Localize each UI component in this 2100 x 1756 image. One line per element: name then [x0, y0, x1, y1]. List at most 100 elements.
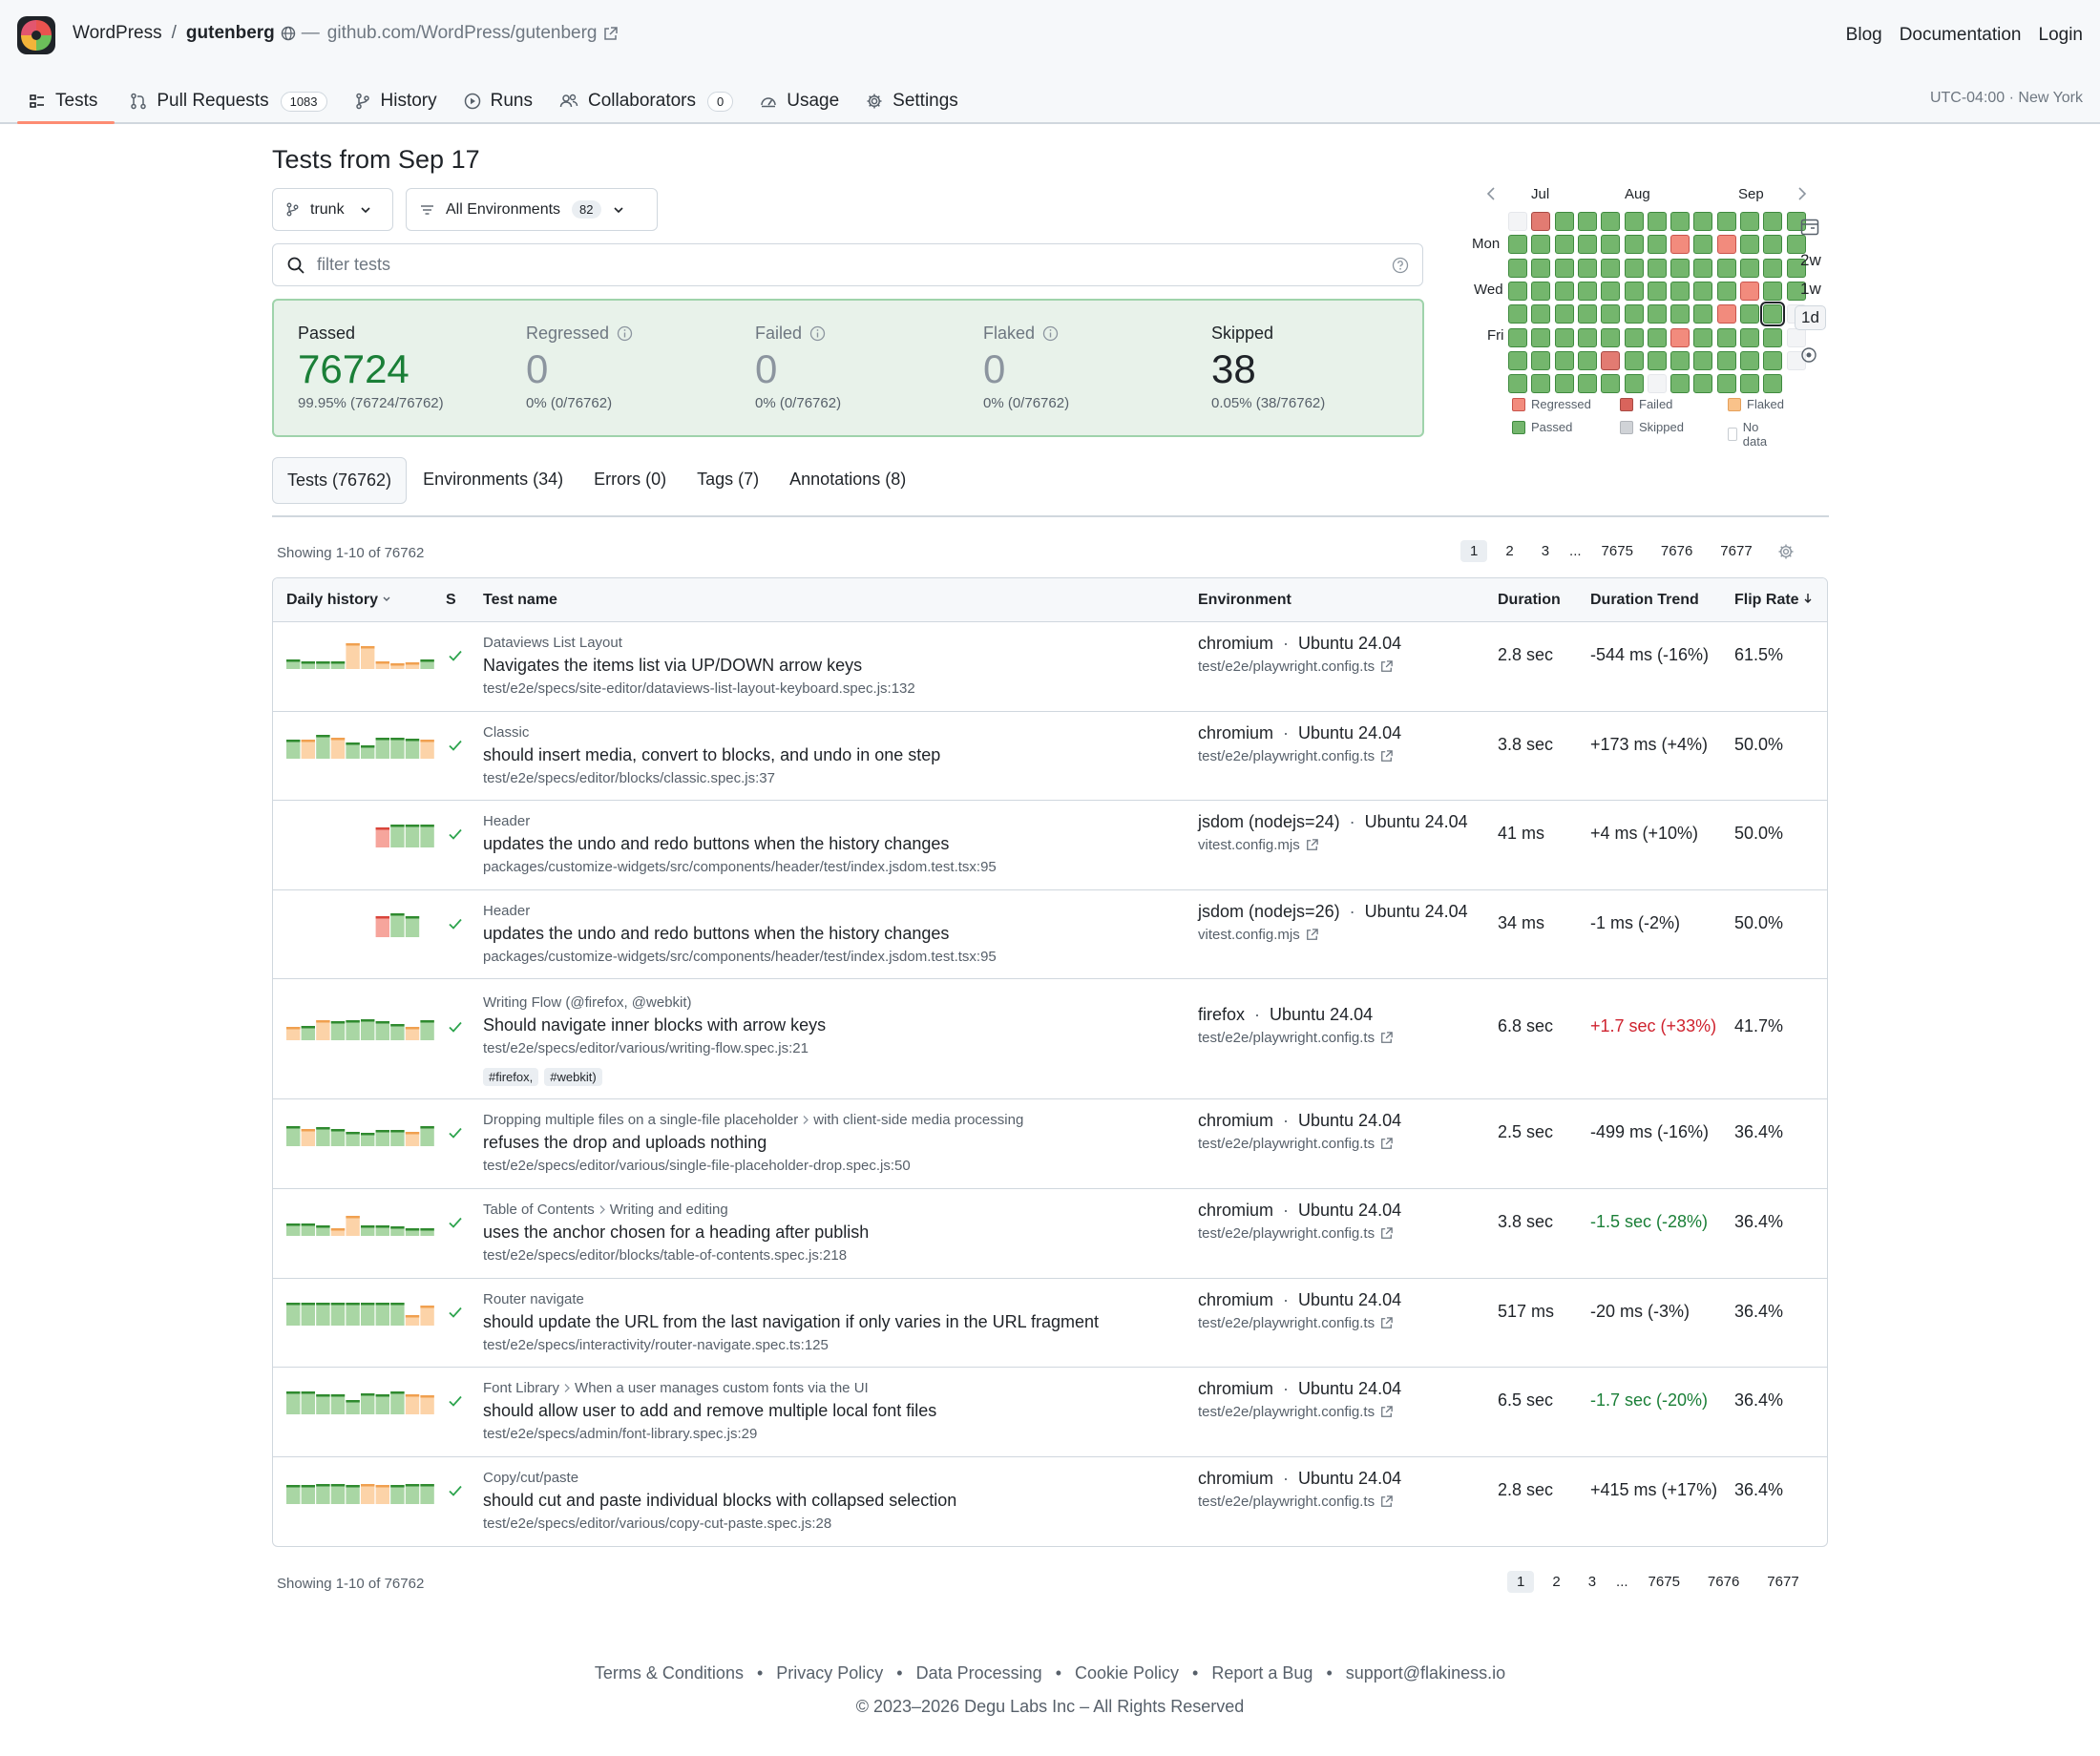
calendar-day-cell[interactable] [1508, 212, 1527, 231]
calendar-day-cell[interactable] [1693, 212, 1712, 231]
calendar-day-cell[interactable] [1670, 259, 1690, 278]
calendar-day-cell[interactable] [1601, 304, 1620, 324]
calendar-day-cell[interactable] [1601, 374, 1620, 393]
test-name[interactable]: Should navigate inner blocks with arrow … [483, 1015, 827, 1035]
calendar-day-cell[interactable] [1787, 328, 1806, 347]
calendar-day-cell[interactable] [1531, 304, 1550, 324]
calendar-day-cell[interactable] [1625, 259, 1644, 278]
org-link[interactable]: WordPress [73, 23, 162, 43]
environment-name[interactable]: chromium · Ubuntu 24.04 [1198, 1379, 1402, 1399]
daily-history-sparkline[interactable] [286, 1011, 435, 1041]
terms-link[interactable]: Terms & Conditions [594, 1663, 744, 1683]
page-3[interactable]: 3 [1541, 543, 1550, 559]
calendar-day-cell[interactable] [1693, 351, 1712, 370]
test-name[interactable]: should cut and paste individual blocks w… [483, 1490, 957, 1510]
calendar-view-icon[interactable] [1800, 219, 1819, 236]
privacy-link[interactable]: Privacy Policy [776, 1663, 884, 1683]
environment-config[interactable]: test/e2e/playwright.config.ts [1198, 1494, 1393, 1510]
col-duration[interactable]: Duration [1498, 592, 1561, 608]
table-row[interactable]: Writing Flow (@firefox, @webkit) Should n… [273, 979, 1827, 1100]
environment-config[interactable]: vitest.config.mjs [1198, 837, 1318, 853]
test-name[interactable]: should update the URL from the last navi… [483, 1311, 1100, 1331]
tag-chip[interactable]: #firefox, [483, 1068, 539, 1087]
col-daily-history[interactable]: Daily history [286, 592, 391, 609]
regressed-stat[interactable]: Regressed 0 0% (0/76762) [526, 324, 633, 411]
calendar-day-cell[interactable] [1670, 328, 1690, 347]
calendar-day-cell[interactable] [1601, 328, 1620, 347]
calendar-day-cell[interactable] [1601, 235, 1620, 254]
repo-link[interactable]: gutenberg [185, 23, 275, 43]
test-path[interactable]: test/e2e/specs/editor/blocks/table-of-co… [483, 1246, 848, 1264]
calendar-day-cell[interactable] [1763, 328, 1782, 347]
calendar-day-cell[interactable] [1763, 212, 1782, 231]
calendar-day-cell[interactable] [1693, 374, 1712, 393]
calendar-day-cell[interactable] [1787, 282, 1806, 301]
calendar-day-cell[interactable] [1740, 235, 1759, 254]
tab-tests[interactable]: Tests [17, 80, 116, 124]
skipped-stat[interactable]: Skipped 38 0.05% (38/76762) [1211, 324, 1325, 411]
environment-name[interactable]: chromium · Ubuntu 24.04 [1198, 634, 1402, 653]
page-7676[interactable]: 7676 [1707, 1574, 1740, 1590]
calendar-day-cell[interactable] [1508, 235, 1527, 254]
gear-icon[interactable] [1777, 543, 1795, 560]
calendar-day-cell[interactable] [1670, 374, 1690, 393]
calendar-day-cell[interactable] [1578, 351, 1597, 370]
environment-config[interactable]: test/e2e/playwright.config.ts [1198, 658, 1393, 675]
test-path[interactable]: test/e2e/specs/editor/various/single-fil… [483, 1158, 911, 1175]
calendar-day-cell[interactable] [1625, 374, 1644, 393]
environment-config[interactable]: test/e2e/playwright.config.ts [1198, 1404, 1393, 1420]
calendar-day-cell[interactable] [1555, 212, 1574, 231]
test-name[interactable]: updates the undo and redo buttons when t… [483, 923, 950, 943]
environment-config[interactable]: test/e2e/playwright.config.ts [1198, 748, 1393, 764]
calendar-day-cell[interactable] [1578, 304, 1597, 324]
calendar-day-cell[interactable] [1625, 235, 1644, 254]
page-1[interactable]: 1 [1460, 540, 1488, 562]
calendar-day-cell[interactable] [1648, 374, 1667, 393]
tab-annotations[interactable]: Annotations (8) [789, 470, 907, 489]
calendar-day-cell[interactable] [1787, 235, 1806, 254]
tag-chip[interactable]: #webkit) [544, 1068, 602, 1087]
calendar-day-cell[interactable] [1555, 259, 1574, 278]
test-path[interactable]: test/e2e/specs/editor/blocks/classic.spe… [483, 769, 775, 786]
calendar-day-cell[interactable] [1508, 351, 1527, 370]
calendar-day-cell[interactable] [1717, 235, 1736, 254]
calendar-day-cell[interactable] [1531, 235, 1550, 254]
passed-stat[interactable]: Passed 76724 99.95% (76724/76762) [298, 324, 444, 411]
col-environment[interactable]: Environment [1198, 592, 1292, 608]
environment-config[interactable]: test/e2e/playwright.config.ts [1198, 1030, 1393, 1046]
page-7675[interactable]: 7675 [1601, 543, 1633, 559]
tab-settings[interactable]: Settings [856, 80, 970, 122]
calendar-day-cell[interactable] [1601, 282, 1620, 301]
calendar-day-cell[interactable] [1693, 282, 1712, 301]
calendar-day-cell[interactable] [1693, 235, 1712, 254]
environment-config[interactable]: test/e2e/playwright.config.ts [1198, 1136, 1393, 1152]
table-row[interactable]: Header updates the undo and redo buttons … [273, 801, 1827, 890]
tab-tags[interactable]: Tags (7) [697, 470, 760, 489]
calendar-day-cell[interactable] [1740, 282, 1759, 301]
help-icon[interactable] [1392, 257, 1409, 274]
environment-name[interactable]: chromium · Ubuntu 24.04 [1198, 1289, 1402, 1309]
page-2[interactable]: 2 [1552, 1574, 1561, 1590]
test-name[interactable]: should allow user to add and remove mult… [483, 1401, 937, 1421]
daily-history-sparkline[interactable] [286, 1474, 435, 1505]
page-3[interactable]: 3 [1587, 1574, 1597, 1590]
environment-name[interactable]: chromium · Ubuntu 24.04 [1198, 722, 1402, 742]
calendar-day-cell[interactable] [1648, 235, 1667, 254]
calendar-day-cell[interactable] [1670, 351, 1690, 370]
calendar-day-cell[interactable] [1740, 304, 1759, 324]
calendar-day-cell[interactable] [1717, 328, 1736, 347]
calendar-day-cell[interactable] [1648, 304, 1667, 324]
calendar-day-cell[interactable] [1578, 259, 1597, 278]
chevron-left-icon[interactable] [1485, 186, 1497, 201]
table-row[interactable]: Dataviews List Layout Navigates the items… [273, 622, 1827, 712]
calendar-day-cell[interactable] [1555, 235, 1574, 254]
calendar-day-cell[interactable] [1508, 328, 1527, 347]
table-row[interactable]: Router navigate should update the URL fro… [273, 1279, 1827, 1369]
calendar-day-cell[interactable] [1648, 282, 1667, 301]
calendar-day-cell[interactable] [1717, 351, 1736, 370]
calendar-day-cell[interactable] [1717, 259, 1736, 278]
calendar-day-cell[interactable] [1625, 304, 1644, 324]
calendar-day-cell[interactable] [1625, 212, 1644, 231]
calendar-day-cell[interactable] [1531, 212, 1550, 231]
daily-history-sparkline[interactable] [286, 1296, 435, 1327]
